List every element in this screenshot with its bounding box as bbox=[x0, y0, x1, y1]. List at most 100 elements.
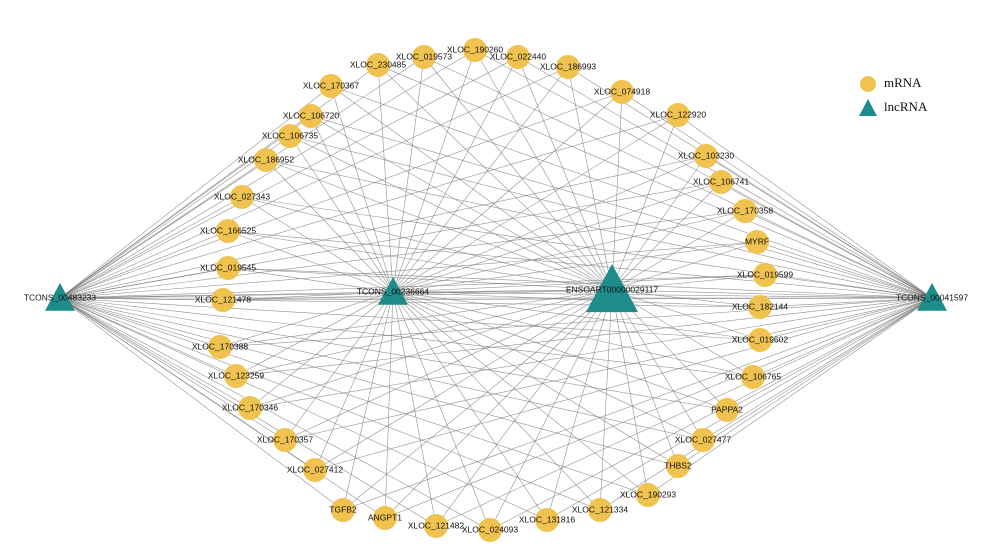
edge bbox=[756, 241, 933, 299]
edge bbox=[219, 291, 394, 348]
node-label: XLOC_182144 bbox=[732, 301, 789, 311]
edge bbox=[392, 49, 476, 293]
edge bbox=[392, 291, 728, 411]
node-label: XLOC_170367 bbox=[303, 80, 360, 90]
node-label: XLOC_027412 bbox=[287, 464, 344, 474]
legend-circle bbox=[860, 76, 876, 92]
edge bbox=[611, 289, 933, 299]
node-label: XLOC_103230 bbox=[678, 150, 735, 160]
edge bbox=[59, 49, 476, 299]
edge bbox=[59, 297, 221, 348]
edge bbox=[59, 297, 386, 519]
node-label: XLOC_131816 bbox=[519, 514, 576, 524]
node-label: MYRF bbox=[745, 236, 769, 246]
edge bbox=[227, 230, 613, 291]
edge bbox=[235, 291, 394, 377]
edge bbox=[59, 115, 312, 299]
edge bbox=[314, 297, 933, 471]
edge bbox=[599, 297, 933, 511]
edge bbox=[284, 289, 613, 441]
edge bbox=[241, 196, 933, 299]
node-label: XLOC_106720 bbox=[283, 110, 340, 120]
mrna-node bbox=[741, 365, 765, 389]
edge bbox=[377, 64, 933, 299]
mrna-node bbox=[636, 483, 660, 507]
node-label: THBS2 bbox=[664, 460, 692, 470]
mrna-node bbox=[478, 518, 502, 542]
mrna-node bbox=[278, 124, 302, 148]
node-label: XLOC_121478 bbox=[195, 294, 252, 304]
edge bbox=[227, 267, 613, 291]
mrna-node bbox=[748, 328, 772, 352]
node-label: XLOC_170357 bbox=[257, 434, 314, 444]
mrna-node bbox=[588, 498, 612, 522]
edge bbox=[59, 114, 679, 299]
edge bbox=[249, 289, 613, 409]
edge bbox=[759, 297, 933, 341]
edge bbox=[611, 114, 679, 291]
node-label: XLOC_170346 bbox=[222, 402, 279, 412]
edge bbox=[392, 289, 613, 293]
edge bbox=[423, 56, 933, 299]
edge bbox=[59, 56, 519, 299]
node-label: XLOC_019599 bbox=[737, 269, 794, 279]
node-label: XLOC_074918 bbox=[594, 86, 651, 96]
edge bbox=[611, 289, 704, 441]
mrna-node bbox=[715, 398, 739, 422]
edge bbox=[720, 181, 933, 299]
edge bbox=[59, 181, 722, 299]
mrna-node bbox=[610, 80, 634, 104]
mrna-node bbox=[424, 514, 448, 538]
mrna-node bbox=[556, 55, 580, 79]
edge bbox=[59, 159, 267, 299]
edge bbox=[249, 297, 933, 409]
edges bbox=[59, 49, 933, 531]
edge bbox=[314, 291, 394, 471]
edge bbox=[705, 155, 933, 299]
edge bbox=[289, 135, 933, 299]
edge bbox=[392, 210, 746, 293]
edge bbox=[330, 85, 933, 299]
edge bbox=[59, 297, 601, 511]
edge bbox=[744, 210, 933, 299]
mrna-node bbox=[208, 335, 232, 359]
node-label: XLOC_121334 bbox=[572, 504, 629, 514]
node-label: XLOC_027343 bbox=[214, 191, 271, 201]
node-label: PAPPA2 bbox=[711, 404, 743, 414]
edge bbox=[59, 91, 623, 299]
mrna-node bbox=[373, 506, 397, 530]
edge bbox=[377, 64, 613, 291]
edge bbox=[219, 289, 613, 348]
node-label: XLOC_186993 bbox=[540, 61, 597, 71]
edge bbox=[59, 297, 704, 441]
edge bbox=[392, 291, 704, 441]
edge bbox=[289, 135, 394, 293]
edge bbox=[677, 114, 933, 299]
node-label: XLOC_170358 bbox=[717, 205, 774, 215]
edge bbox=[59, 66, 569, 299]
edge bbox=[489, 297, 933, 531]
node-label: XLOC_019573 bbox=[396, 51, 453, 61]
edge bbox=[546, 297, 933, 521]
mrna-node bbox=[463, 38, 487, 62]
node-label: TCONS_00483233 bbox=[24, 292, 97, 302]
mrna-node bbox=[238, 396, 262, 420]
mrna-node bbox=[303, 458, 327, 482]
edge bbox=[59, 297, 251, 409]
edge bbox=[392, 291, 601, 511]
edge bbox=[59, 297, 728, 411]
edge bbox=[59, 297, 754, 378]
mrna-node bbox=[748, 295, 772, 319]
node-label: ENSOART00000029117 bbox=[566, 284, 659, 294]
edge bbox=[227, 267, 394, 293]
edge bbox=[647, 297, 933, 496]
lncrna-node bbox=[378, 277, 408, 305]
edge bbox=[392, 274, 766, 293]
edge bbox=[342, 297, 933, 511]
node-label: XLOC_190293 bbox=[620, 489, 677, 499]
edge bbox=[611, 241, 758, 291]
edge bbox=[474, 49, 933, 299]
node-label: XLOC_106735 bbox=[262, 130, 319, 140]
mrna-node bbox=[506, 45, 530, 69]
